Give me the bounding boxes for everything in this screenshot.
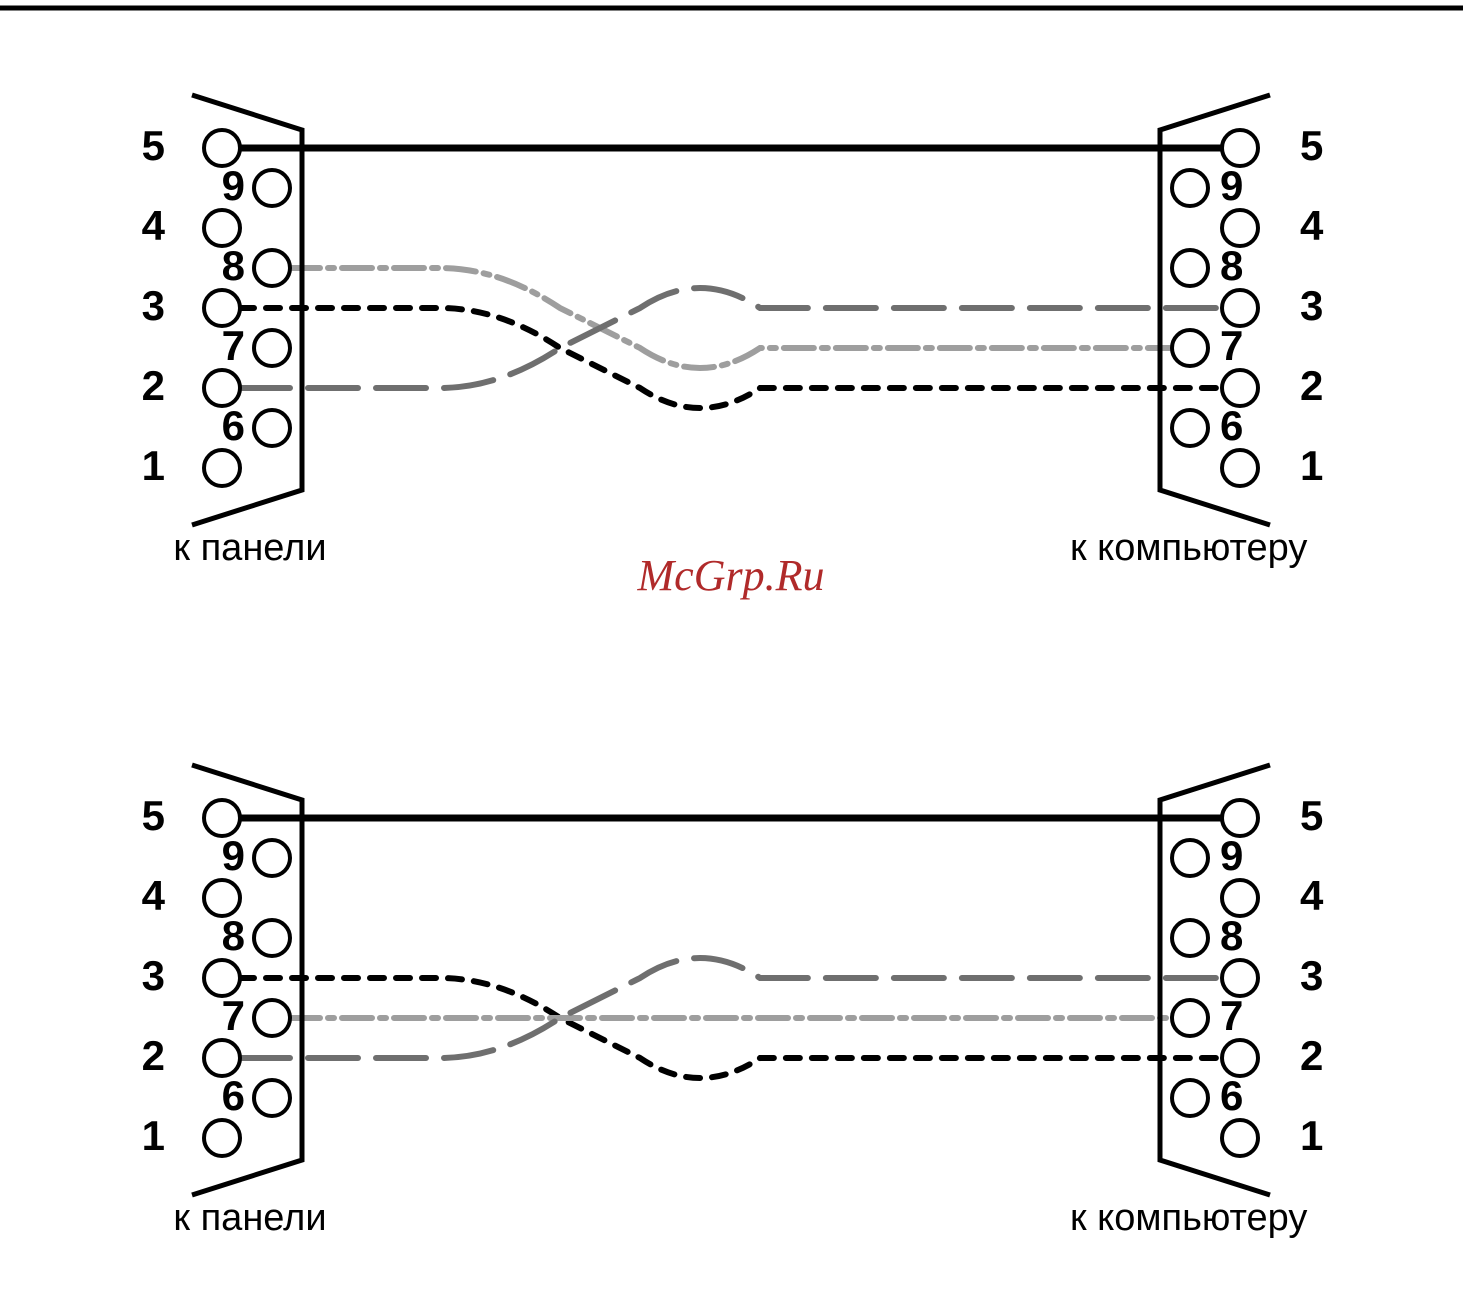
wiring-diagram-svg: 5 4 3 2 1 9 8 7 6 к панели 5 4 3 2 1 9 8 7 6 к компьютеру 5 4… [0, 0, 1463, 1297]
pin-1-label: 1 [142, 442, 165, 489]
pin-5-icon [204, 800, 240, 836]
pin-2-icon [1222, 1040, 1258, 1076]
pin-3-label: 3 [142, 282, 165, 329]
pin-3-label: 3 [142, 952, 165, 999]
wire-b2-3 [240, 958, 1222, 1058]
pin-4-label: 4 [1300, 872, 1324, 919]
pin-6-icon [1172, 1080, 1208, 1116]
pin-9-label: 9 [222, 162, 245, 209]
pin-1-label: 1 [1300, 1112, 1323, 1159]
pin-3-icon [1222, 960, 1258, 996]
pin-9-label: 9 [1220, 162, 1243, 209]
top-right_connector: 5 4 3 2 1 9 8 7 6 к компьютеру [1070, 95, 1324, 569]
pin-1-icon [1222, 450, 1258, 486]
pin-8-label: 8 [1220, 912, 1243, 959]
pin-7-label: 7 [1220, 322, 1243, 369]
pin-6-icon [254, 1080, 290, 1116]
pin-8-label: 8 [222, 242, 245, 289]
wire-w3-2 [240, 308, 1222, 408]
watermark-text: McGrp.Ru [637, 551, 825, 600]
pin-9-icon [254, 840, 290, 876]
wire-w2-3 [240, 288, 1222, 388]
pin-8-icon [254, 250, 290, 286]
pin-1-label: 1 [1300, 442, 1323, 489]
pin-6-label: 6 [222, 1072, 245, 1119]
pin-5-label: 5 [1300, 792, 1323, 839]
pin-3-icon [1222, 290, 1258, 326]
top-left_connector-caption: к панели [173, 527, 326, 569]
pin-4-icon [204, 210, 240, 246]
pin-7-label: 7 [1220, 992, 1243, 1039]
pin-2-label: 2 [142, 362, 165, 409]
pin-8-icon [1172, 920, 1208, 956]
pin-4-label: 4 [142, 202, 166, 249]
pin-5-label: 5 [142, 122, 165, 169]
pin-7-label: 7 [222, 992, 245, 1039]
pin-1-label: 1 [142, 1112, 165, 1159]
pin-9-label: 9 [222, 832, 245, 879]
diagram-bottom: 5 4 3 2 1 9 8 7 6 к панели 5 4 3 2 1 9 8 7 6 к компьютеру [142, 765, 1324, 1239]
bottom-left_connector: 5 4 3 2 1 9 8 7 6 к панели [142, 765, 327, 1239]
pin-5-icon [204, 130, 240, 166]
pin-5-label: 5 [1300, 122, 1323, 169]
diagram-top: 5 4 3 2 1 9 8 7 6 к панели 5 4 3 2 1 9 8 7 6 к компьютеру [142, 95, 1324, 569]
pin-5-label: 5 [142, 792, 165, 839]
pin-2-icon [204, 370, 240, 406]
pin-6-label: 6 [1220, 402, 1243, 449]
pin-3-icon [204, 290, 240, 326]
pin-8-label: 8 [1220, 242, 1243, 289]
pin-1-icon [1222, 1120, 1258, 1156]
pin-7-icon [254, 330, 290, 366]
pin-2-icon [204, 1040, 240, 1076]
pin-9-icon [1172, 170, 1208, 206]
pin-3-label: 3 [1300, 952, 1323, 999]
pin-8-icon [1172, 250, 1208, 286]
bottom-right_connector-caption: к компьютеру [1070, 1197, 1307, 1239]
pin-9-icon [1172, 840, 1208, 876]
top-left_connector: 5 4 3 2 1 9 8 7 6 к панели [142, 95, 327, 569]
pin-2-label: 2 [1300, 1032, 1323, 1079]
top-right_connector-caption: к компьютеру [1070, 527, 1307, 569]
pin-7-icon [1172, 1000, 1208, 1036]
bottom-left_connector-caption: к панели [173, 1197, 326, 1239]
pin-8-label: 8 [222, 912, 245, 959]
bottom-right_connector: 5 4 3 2 1 9 8 7 6 к компьютеру [1070, 765, 1324, 1239]
pin-5-icon [1222, 800, 1258, 836]
pin-9-icon [254, 170, 290, 206]
wire-b3-2 [240, 978, 1222, 1078]
pin-4-label: 4 [142, 872, 166, 919]
pin-7-icon [254, 1000, 290, 1036]
pin-2-label: 2 [1300, 362, 1323, 409]
pin-2-label: 2 [142, 1032, 165, 1079]
pin-6-label: 6 [1220, 1072, 1243, 1119]
pin-7-icon [1172, 330, 1208, 366]
pin-5-icon [1222, 130, 1258, 166]
pin-4-icon [204, 880, 240, 916]
pin-2-icon [1222, 370, 1258, 406]
pin-9-label: 9 [1220, 832, 1243, 879]
pin-6-icon [1172, 410, 1208, 446]
wire-w8-7 [290, 268, 1172, 368]
pin-1-icon [204, 450, 240, 486]
pin-4-icon [1222, 210, 1258, 246]
pin-8-icon [254, 920, 290, 956]
pin-4-label: 4 [1300, 202, 1324, 249]
pin-6-label: 6 [222, 402, 245, 449]
pin-3-icon [204, 960, 240, 996]
pin-7-label: 7 [222, 322, 245, 369]
pin-6-icon [254, 410, 290, 446]
pin-3-label: 3 [1300, 282, 1323, 329]
pin-1-icon [204, 1120, 240, 1156]
page: 5 4 3 2 1 9 8 7 6 к панели 5 4 3 2 1 9 8 7 6 к компьютеру 5 4… [0, 0, 1463, 1297]
pin-4-icon [1222, 880, 1258, 916]
